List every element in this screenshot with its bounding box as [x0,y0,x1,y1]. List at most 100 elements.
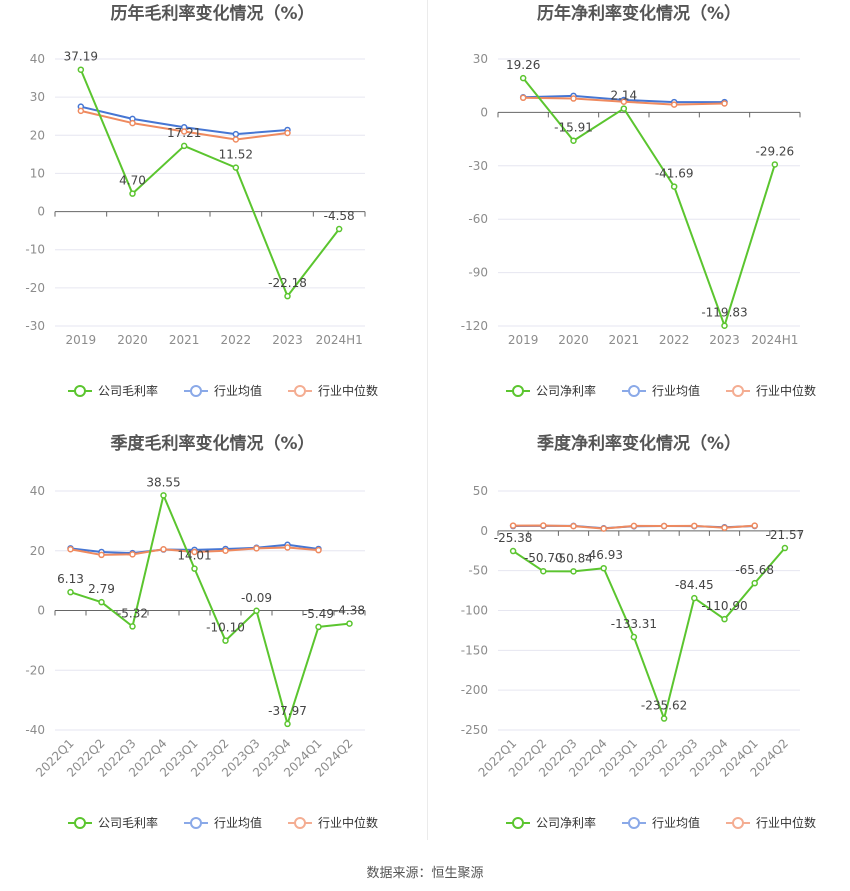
data-point [67,588,74,596]
data-label: -10.10 [206,621,245,635]
data-point [160,546,167,553]
legend-item[interactable]: 行业中位数 [726,383,816,398]
y-tick-label: -30 [25,319,45,333]
data-point [691,522,698,530]
data-label: 19.26 [506,58,540,72]
data-label: -25.38 [494,531,533,545]
data-point [98,598,105,606]
legend-item[interactable]: 行业中位数 [288,383,378,398]
legend-swatch-marker [732,385,744,397]
data-label: -4.38 [334,604,365,618]
x-tick-label: 2021 [169,333,200,347]
data-label: -22.18 [268,276,307,290]
legend-label: 行业均值 [214,383,262,398]
legend-swatch-marker [512,817,524,829]
legend-item[interactable]: 公司毛利率 [68,815,158,830]
legend-item[interactable]: 行业中位数 [288,815,378,830]
data-point [620,105,628,112]
chart-title: 季度净利率变化情况（%） [537,433,741,454]
x-tick-label: 2022 [221,333,252,347]
legend-swatch-marker [628,817,640,829]
data-point [284,544,291,551]
y-tick-label: 40 [30,484,45,498]
series-line [70,494,350,725]
data-label: -0.09 [241,591,272,605]
chart-svg: 历年毛利率变化情况（%） 40 30 20 10 0 -10 -20 -30 2019 2020 20… [25,3,378,398]
data-label: 2.14 [610,89,637,103]
data-label: 38.55 [146,475,180,489]
y-tick-label: 20 [30,544,45,558]
data-point [751,522,758,529]
data-point [691,594,698,602]
data-point [335,225,343,233]
legend-swatch-marker [294,385,306,397]
series-line [79,69,340,298]
legend-label: 行业均值 [652,383,700,398]
data-label: 6.13 [57,572,84,586]
legend-item[interactable]: 行业中位数 [726,815,816,830]
data-label: -50.70 [524,551,563,565]
data-point [346,620,353,627]
data-point [721,322,728,329]
data-point [67,546,74,553]
data-point [540,567,547,575]
x-tick-label: 2023 [709,333,740,347]
data-point [771,161,779,168]
quarterly-net-margin-chart: 季度净利率变化情况（%） 50 0 -50 -100 -150 -200 -250 2022Q1… [428,430,850,850]
y-tick-label: -200 [461,683,488,697]
data-label: -235.62 [641,699,687,713]
x-tick-label: 2022 [659,333,690,347]
data-point [670,183,678,190]
legend-item[interactable]: 行业均值 [622,383,700,398]
y-tick-label: -250 [461,723,488,737]
chart-svg: 历年净利率变化情况（%） 30 0 -30 -60 -90 -120 2019 2020 2021… [461,3,816,398]
data-label: -119.83 [701,306,747,320]
x-tick-label: 2019 [508,333,539,347]
x-tick-label: 2024H1 [316,333,363,347]
legend-swatch-marker [732,817,744,829]
legend-swatch-marker [74,817,86,829]
x-tick-label: 2021 [609,333,640,347]
data-label: -29.26 [755,144,794,158]
y-tick-label: -50 [468,564,488,578]
legend-label: 行业中位数 [318,815,378,830]
chart-title: 季度毛利率变化情况（%） [110,433,314,454]
data-point [721,615,728,623]
legend-item[interactable]: 公司净利率 [506,815,596,830]
y-tick-label: 30 [30,90,45,104]
data-label: -65.68 [735,563,774,577]
y-tick-label: -20 [25,663,45,677]
data-point [253,607,260,615]
data-point [253,545,260,552]
data-point [129,190,136,197]
legend-label: 行业中位数 [756,383,816,398]
legend-label: 行业均值 [214,815,262,830]
data-label: -4.58 [324,209,355,223]
legend-label: 行业均值 [652,815,700,830]
data-point [660,522,668,530]
legend-item[interactable]: 公司毛利率 [68,383,158,398]
data-point [232,164,240,171]
legend-swatch-marker [512,385,524,397]
data-point [519,94,527,102]
data-point [160,492,167,499]
legend-swatch-marker [294,817,306,829]
data-point [620,98,628,105]
annual-gross-margin-chart: 历年毛利率变化情况（%） 40 30 20 10 0 -10 -20 -30 2019 2020 20… [0,0,425,420]
series-line [512,547,786,720]
legend-item[interactable]: 行业均值 [184,383,262,398]
data-point [570,137,577,144]
data-point [315,546,322,554]
data-label: -5.49 [303,607,334,621]
legend-item[interactable]: 行业均值 [184,815,262,830]
data-label: -110.90 [701,599,747,613]
data-point [191,548,198,556]
legend-item[interactable]: 公司净利率 [506,383,596,398]
legend-item[interactable]: 行业均值 [622,815,700,830]
data-point [570,522,577,530]
data-label: 2.79 [88,582,115,596]
y-tick-label: 30 [473,52,488,66]
data-label: -41.69 [655,167,694,181]
data-label: 37.19 [64,50,98,64]
y-tick-label: 50 [473,484,488,498]
